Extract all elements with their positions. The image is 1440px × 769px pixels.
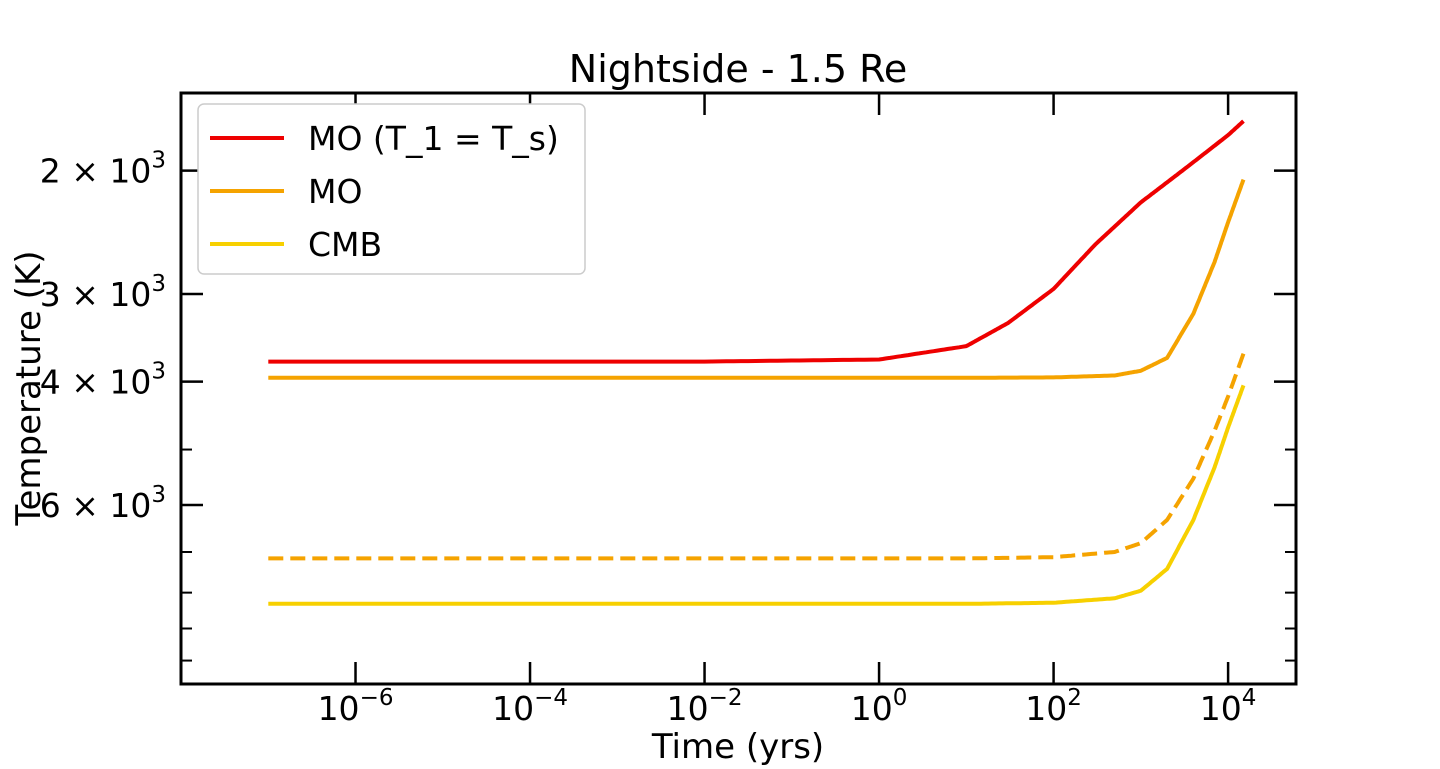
x-tick-exponent: −6 [360, 685, 394, 711]
x-tick-base: 10 [492, 689, 534, 728]
legend-label: MO [308, 172, 362, 211]
x-tick-base: 10 [1025, 689, 1067, 728]
y-tick-exponent: 3 [151, 271, 166, 297]
series-layer [268, 119, 1246, 606]
series-line-cmb [268, 384, 1246, 606]
y-axis-label: Temperature (K) [9, 250, 49, 526]
x-tick-base: 10 [667, 689, 709, 728]
x-tick-exponent: −4 [534, 685, 568, 711]
series-line-mo-dashed [268, 352, 1246, 561]
x-tick-label: 10−6 [318, 685, 394, 728]
x-tick-base: 10 [318, 689, 360, 728]
series-line-mo-t-1-t-s [268, 119, 1245, 364]
x-tick-label: 102 [1025, 685, 1082, 728]
y-tick-mantissa: 3 × 10 [40, 275, 152, 314]
x-tick-label: 10−4 [492, 685, 568, 728]
legend: MO (T_1 = T_s) MO CMB [197, 103, 586, 275]
chart-title: Nightside - 1.5 Re [569, 47, 907, 91]
x-tick-exponent: 0 [893, 685, 908, 711]
y-tick-exponent: 3 [151, 482, 166, 508]
x-tick-base: 10 [1200, 689, 1242, 728]
y-tick-exponent: 3 [151, 148, 166, 174]
x-tick-base: 10 [851, 689, 893, 728]
x-tick-label: 100 [851, 685, 908, 728]
legend-box [197, 103, 586, 275]
legend-label: MO (T_1 = T_s) [308, 119, 559, 158]
y-tick-mantissa: 6 × 10 [40, 486, 152, 525]
y-tick-label: 4 × 103 [40, 359, 166, 402]
y-tick-label: 6 × 103 [40, 482, 166, 525]
y-tick-label: 3 × 103 [40, 271, 166, 314]
x-tick-label: 104 [1200, 685, 1257, 728]
x-tick-exponent: 4 [1242, 685, 1257, 711]
y-tick-mantissa: 4 × 10 [40, 363, 152, 402]
x-tick-exponent: 2 [1067, 685, 1082, 711]
series-line-mo [268, 178, 1246, 380]
legend-label: CMB [308, 225, 382, 264]
x-tick-exponent: −2 [709, 685, 743, 711]
x-tick-label: 10−2 [667, 685, 743, 728]
y-tick-label: 2 × 103 [40, 148, 166, 191]
plot-frame [179, 91, 1298, 686]
y-tick-mantissa: 2 × 10 [40, 152, 152, 191]
y-tick-exponent: 3 [151, 359, 166, 385]
x-axis-label: Time (yrs) [651, 727, 824, 767]
